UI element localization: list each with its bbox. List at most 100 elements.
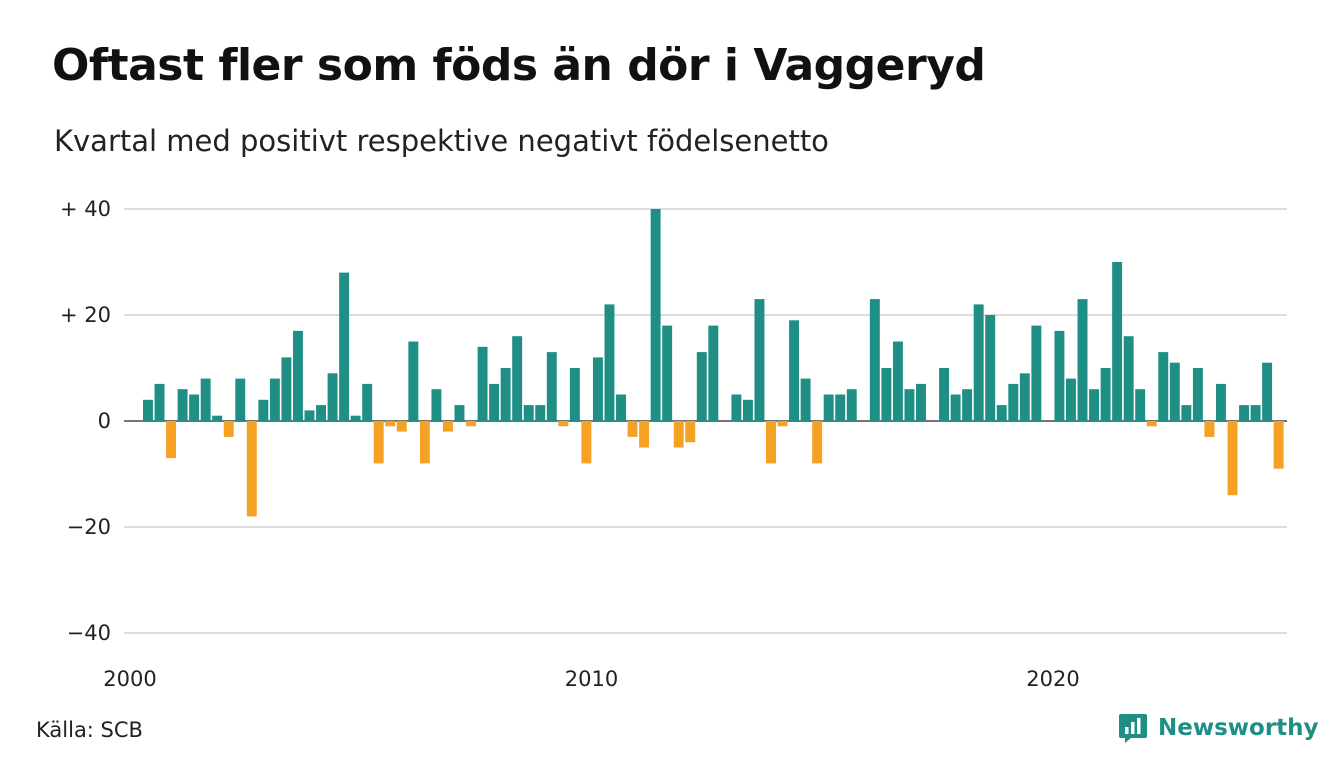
bar-positive [143, 399, 153, 421]
bar-negative [373, 421, 384, 464]
source-note: Källa: SCB [36, 718, 143, 742]
bar-positive [269, 378, 280, 421]
bar-positive [650, 209, 661, 421]
bar-positive [1192, 368, 1203, 421]
bar-positive [662, 325, 673, 421]
bar-negative [246, 421, 257, 517]
chart-subtitle: Kvartal med positivt respektive negativt… [54, 124, 829, 158]
bar-positive [339, 272, 350, 421]
bar-positive [1054, 330, 1065, 421]
bar-negative [627, 421, 638, 437]
bar-positive [1123, 336, 1134, 421]
bar-positive [523, 405, 534, 421]
bar-positive [431, 389, 442, 421]
bar-positive [604, 304, 615, 421]
brand-name: Newsworthy [1158, 715, 1319, 741]
bar-positive [696, 352, 707, 421]
y-tick-label: −20 [67, 515, 111, 539]
bar-positive [1135, 389, 1146, 421]
bar-positive [1239, 405, 1249, 421]
bar-negative [1273, 421, 1284, 469]
bar-positive [1031, 325, 1042, 421]
bar-positive [823, 394, 834, 421]
bar-positive [962, 389, 973, 421]
bar-positive [350, 415, 361, 421]
bar-negative [396, 421, 407, 432]
chart-title: Oftast fler som föds än dör i Vaggeryd [52, 40, 986, 91]
bar-positive [177, 389, 188, 421]
bar-positive [235, 378, 246, 421]
bar-positive [985, 315, 996, 421]
bar-negative [1146, 421, 1157, 427]
x-axis-ticks: 2000 2010 2020 [103, 667, 1079, 691]
bar-positive [800, 378, 811, 421]
bar-negative [1204, 421, 1215, 437]
bar-positive [1112, 262, 1123, 421]
bar-positive [408, 341, 419, 421]
bar-positive [569, 368, 580, 421]
bar-negative [223, 421, 234, 437]
bar-negative [685, 421, 696, 443]
bar-positive [154, 383, 165, 421]
bar-positive [1089, 389, 1100, 421]
bar-negative [442, 421, 453, 432]
bar-positive [1262, 362, 1273, 421]
bar-positive [189, 394, 200, 421]
y-axis-ticks: + 40 + 20 0 −20 −40 [60, 197, 111, 645]
bar-negative [777, 421, 788, 427]
bar-positive [292, 330, 303, 421]
bar-negative [558, 421, 569, 427]
bar-positive [1215, 383, 1226, 421]
bar-negative [673, 421, 684, 448]
bar-positive [950, 394, 961, 421]
x-tick-label: 2000 [103, 667, 156, 691]
bar-positive [281, 357, 292, 421]
bar-positive [200, 378, 211, 421]
bar-positive [904, 389, 915, 421]
bar-positive [592, 357, 603, 421]
bar-negative [385, 421, 396, 427]
bar-chart-icon [1119, 714, 1147, 743]
bar-negative [639, 421, 650, 448]
bar-positive [973, 304, 984, 421]
bar-positive [892, 341, 903, 421]
bar-positive [1169, 362, 1180, 421]
bar-positive [731, 394, 742, 421]
bar-positive [477, 346, 488, 421]
bar-positive [500, 368, 511, 421]
bar-positive [1066, 378, 1076, 421]
bar-positive [1077, 299, 1088, 421]
y-tick-label: + 20 [60, 303, 111, 327]
bar-positive [789, 320, 800, 421]
bar-positive [1008, 383, 1019, 421]
bar-positive [1100, 368, 1111, 421]
bar-negative [581, 421, 592, 464]
bar-positive [742, 399, 753, 421]
y-tick-label: + 40 [60, 197, 111, 221]
bar-positive [708, 325, 719, 421]
bar-negative [1227, 421, 1238, 496]
bar-positive [362, 383, 373, 421]
bar-positive [916, 383, 926, 421]
bar-positive [1158, 352, 1169, 421]
bar-positive [939, 368, 950, 421]
bar-negative [812, 421, 823, 464]
bar-positive [869, 299, 880, 421]
bar-positive [489, 383, 500, 421]
bar-negative [419, 421, 430, 464]
bar-positive [1019, 373, 1030, 421]
bar-positive [996, 405, 1007, 421]
y-tick-label: 0 [98, 409, 111, 433]
bar-positive [316, 405, 326, 421]
bar-positive [754, 299, 765, 421]
bar-positive [1181, 405, 1192, 421]
x-tick-label: 2010 [565, 667, 618, 691]
x-tick-label: 2020 [1026, 667, 1079, 691]
bar-negative [466, 421, 476, 427]
bar-positive [258, 399, 269, 421]
bar-positive [1250, 405, 1261, 421]
bars [143, 209, 1284, 517]
bar-positive [304, 410, 315, 421]
bar-positive [454, 405, 465, 421]
